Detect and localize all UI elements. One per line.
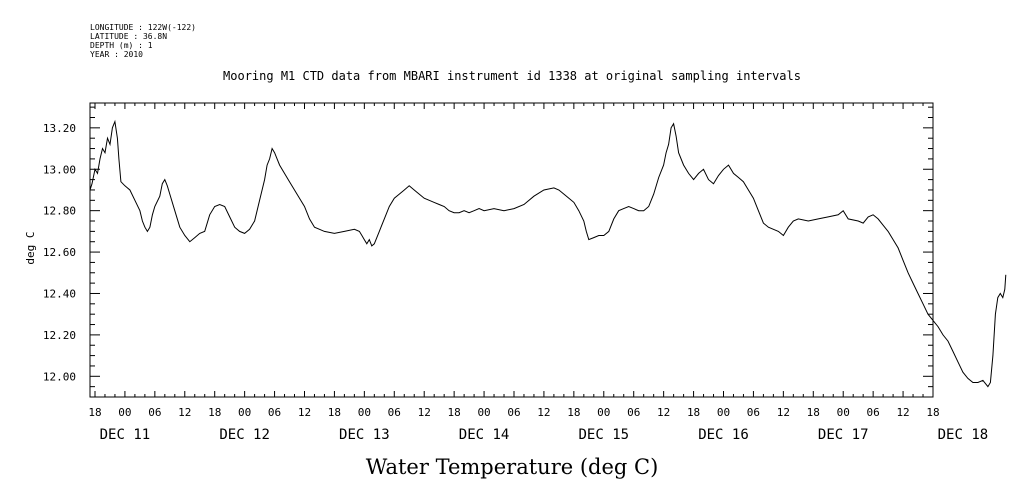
x-tick-label: 12: [298, 406, 311, 419]
x-day-label: DEC 17: [818, 427, 869, 443]
x-tick-label: 18: [807, 406, 820, 419]
x-tick-label: 18: [926, 406, 939, 419]
x-day-label: DEC 16: [698, 427, 749, 443]
y-tick-labels: 12.00 12.20 12.40 12.60 12.80 13.00 13.20: [43, 122, 76, 383]
x-tick-label: 06: [627, 406, 640, 419]
x-tick-label: 12: [418, 406, 431, 419]
x-tick-label: 18: [208, 406, 221, 419]
x-day-label: DEC 11: [100, 427, 151, 443]
y-tick-label: 13.00: [43, 163, 76, 176]
x-tick-label: 06: [867, 406, 880, 419]
x-day-label: DEC 13: [339, 427, 390, 443]
x-tick-label: 12: [537, 406, 550, 419]
x-tick-label: 18: [687, 406, 700, 419]
x-tick-label: 00: [477, 406, 490, 419]
x-day-label: DEC 14: [459, 427, 510, 443]
meta-latitude: LATITUDE : 36.8N: [90, 32, 167, 41]
meta-depth: DEPTH (m) : 1: [90, 41, 153, 50]
x-tick-label: 18: [328, 406, 341, 419]
x-tick-label: 00: [837, 406, 850, 419]
x-tick-label: 18: [88, 406, 101, 419]
chart-title: Mooring M1 CTD data from MBARI instrumen…: [223, 69, 801, 83]
y-tick-label: 12.80: [43, 205, 76, 218]
meta-longitude: LONGITUDE : 122W(-122): [90, 23, 196, 32]
x-tick-label: 00: [358, 406, 371, 419]
temperature-line: [89, 119, 1007, 388]
x-tick-label: 06: [507, 406, 520, 419]
meta-year: YEAR : 2010: [90, 50, 143, 59]
axis-ticks: [90, 103, 934, 397]
y-axis-label: deg C: [24, 231, 37, 264]
x-day-label: DEC 18: [938, 427, 989, 443]
x-tick-label: 12: [896, 406, 909, 419]
y-tick-label: 12.20: [43, 329, 76, 342]
x-day-label: DEC 15: [578, 427, 629, 443]
x-day-label: DEC 12: [219, 427, 270, 443]
x-tick-label: 18: [567, 406, 580, 419]
x-tick-labels: 18 00 06 12 18 00 06 12 18 00 06 12 18 00 06 12 18 00 06 12…: [88, 406, 939, 419]
x-axis-label: Water Temperature (deg C): [366, 455, 659, 479]
plot-frame: [89, 102, 934, 398]
x-tick-label: 06: [268, 406, 281, 419]
y-tick-label: 12.00: [43, 370, 76, 383]
x-tick-label: 00: [597, 406, 610, 419]
x-tick-label: 00: [118, 406, 131, 419]
y-tick-label: 12.60: [43, 246, 76, 259]
x-tick-label: 12: [657, 406, 670, 419]
x-tick-label: 06: [388, 406, 401, 419]
x-tick-label: 06: [148, 406, 161, 419]
x-tick-label: 12: [178, 406, 191, 419]
x-tick-label: 00: [238, 406, 251, 419]
y-tick-label: 12.40: [43, 287, 76, 300]
y-tick-label: 13.20: [43, 122, 76, 135]
metadata-block: LONGITUDE : 122W(-122) LATITUDE : 36.8N …: [90, 23, 196, 59]
x-tick-label: 12: [777, 406, 790, 419]
x-tick-label: 18: [448, 406, 461, 419]
x-tick-label: 06: [747, 406, 760, 419]
x-day-labels: DEC 11 DEC 12 DEC 13 DEC 14 DEC 15 DEC 16 DEC …: [100, 427, 989, 443]
x-tick-label: 00: [717, 406, 730, 419]
